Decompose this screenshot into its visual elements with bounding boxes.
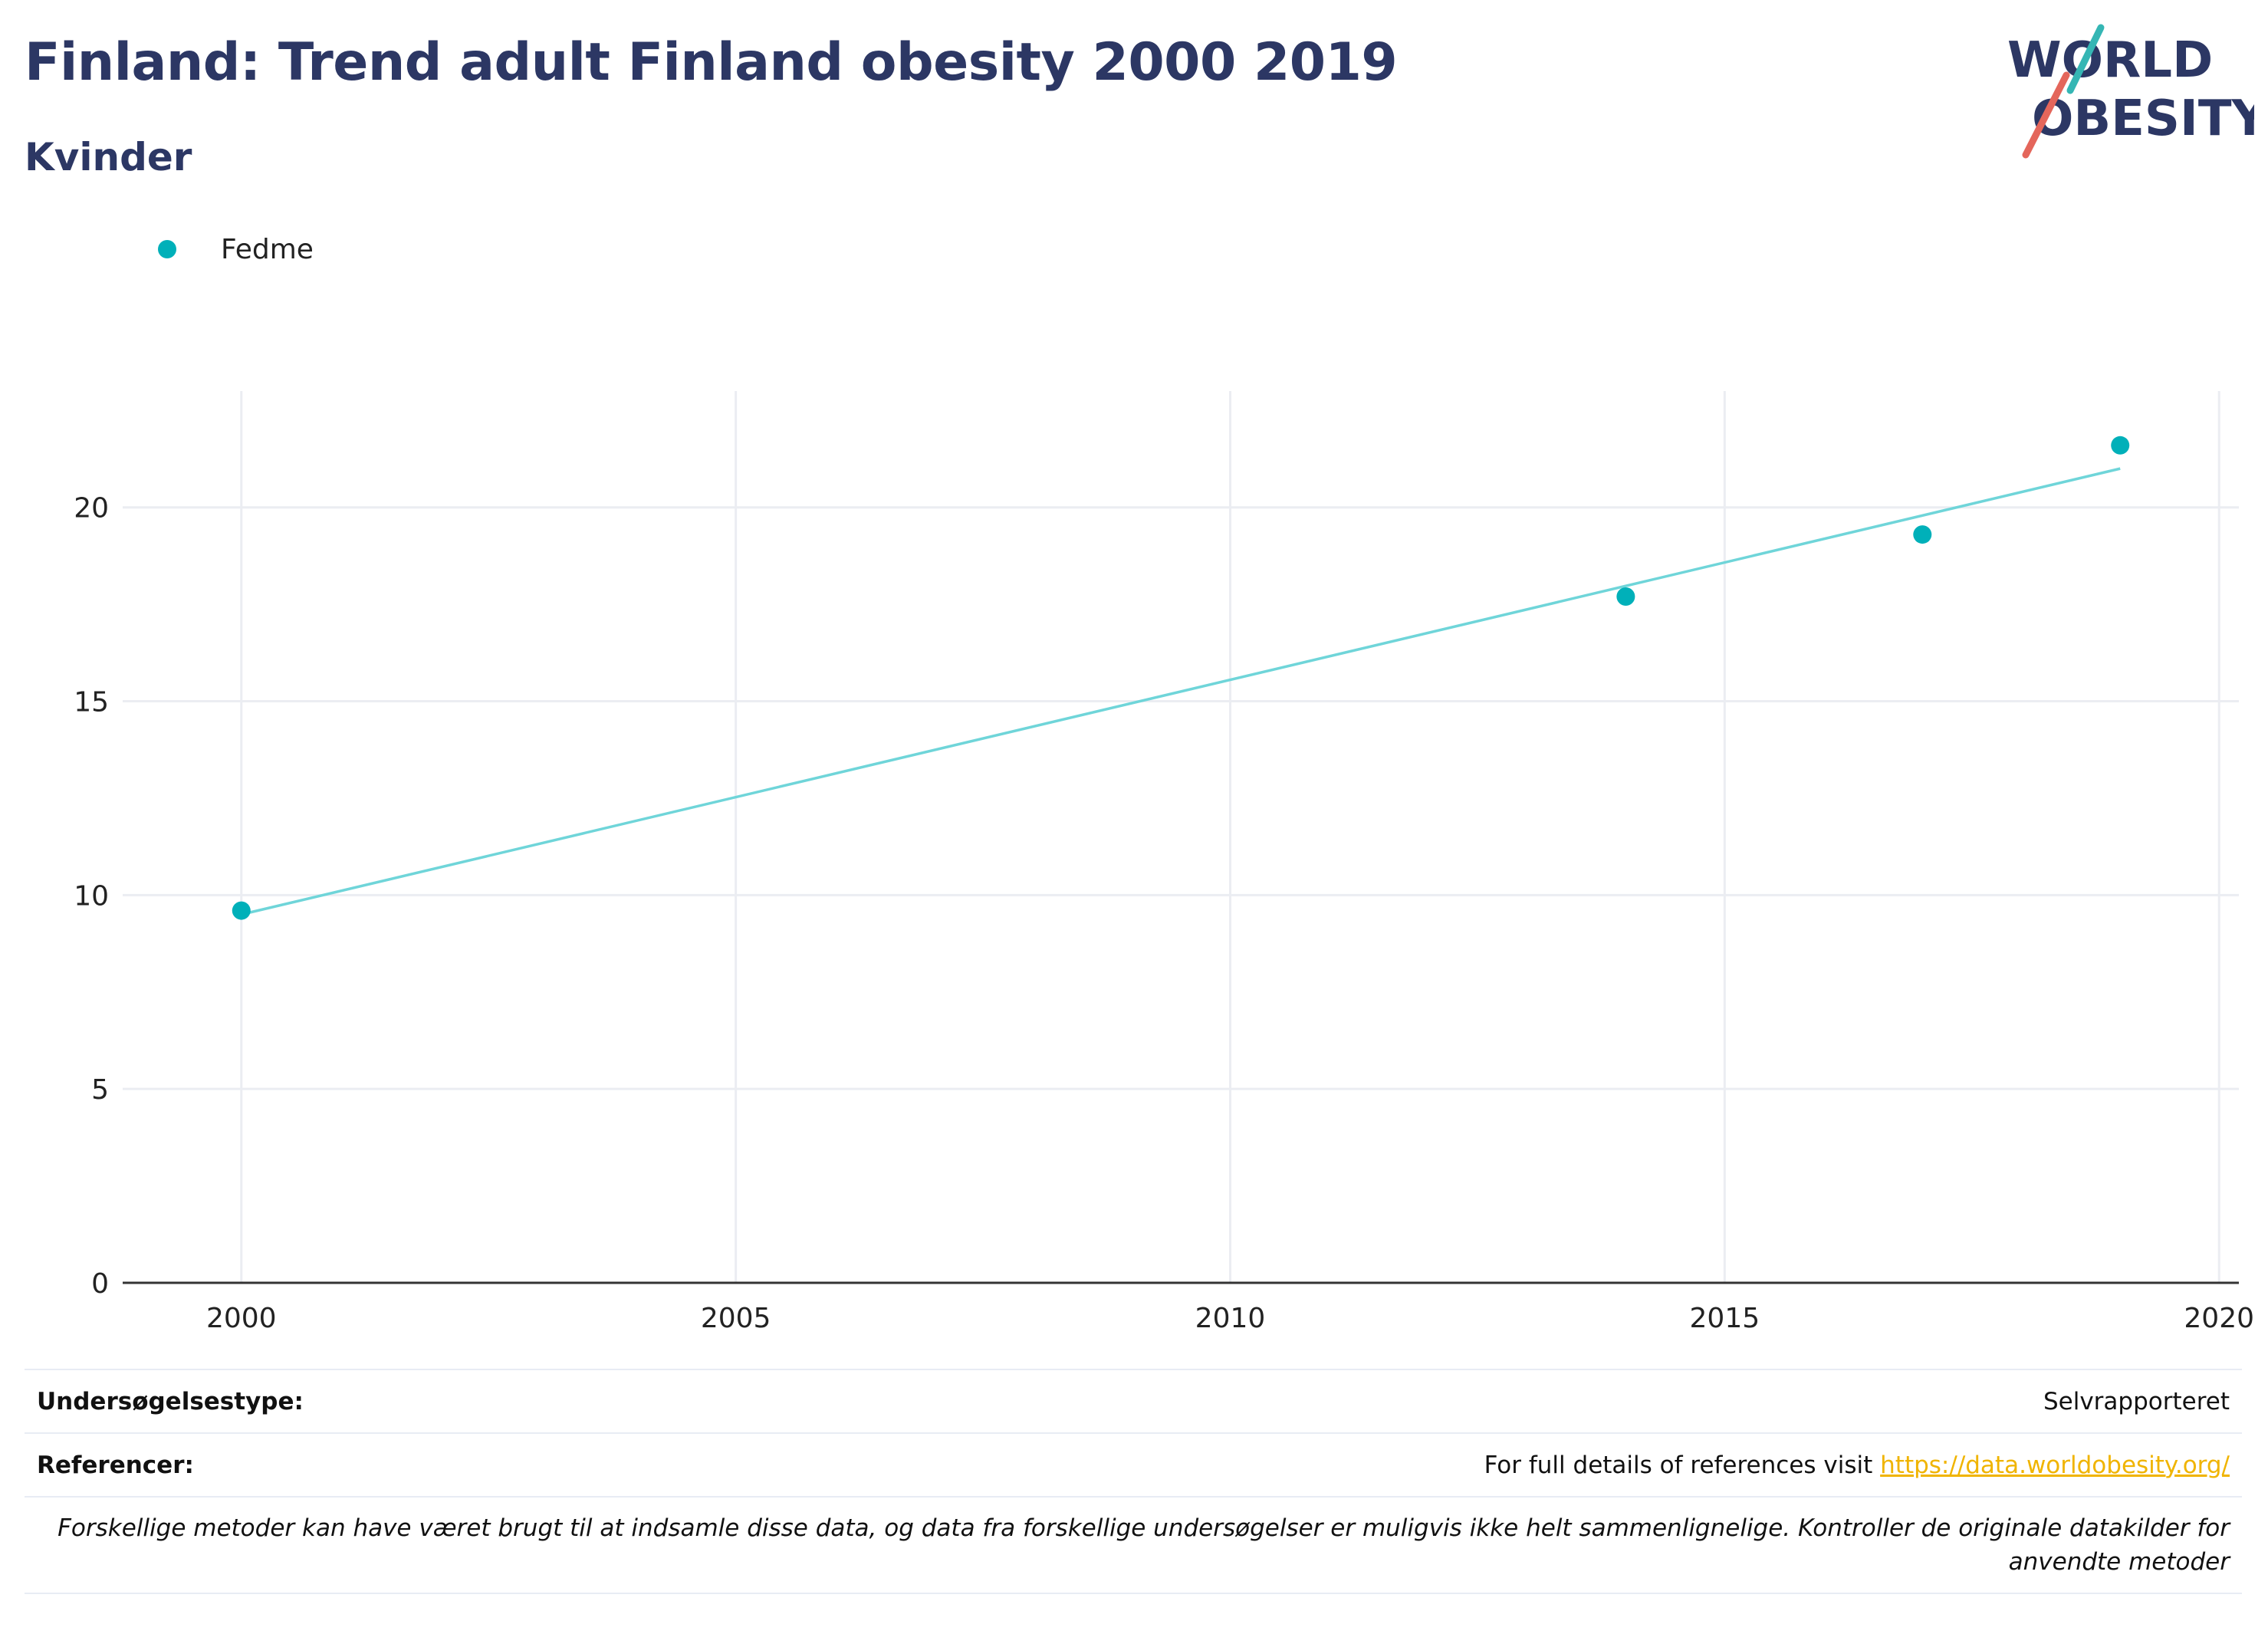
- x-tick-label: 2015: [1690, 1303, 1760, 1334]
- disclaimer-text: Forskellige metoder kan have været brugt…: [58, 1514, 2230, 1576]
- references-value: For full details of references visit htt…: [1484, 1452, 2230, 1479]
- scatter-chart: 2000 2005 2010 2015 2020 0 5 10 15 20: [74, 391, 2254, 1334]
- legend-label: Fedme: [221, 233, 314, 265]
- y-tick-label: 10: [74, 880, 109, 912]
- trend-line: [241, 467, 2121, 916]
- logo-slash-teal: [2066, 24, 2105, 94]
- survey-type-label: Undersøgelsestype:: [37, 1387, 304, 1415]
- data-point[interactable]: [1616, 587, 1635, 606]
- y-tick-label: 0: [91, 1268, 109, 1300]
- legend-marker: [158, 240, 176, 258]
- y-axis-ticks: 0 5 10 15 20: [74, 493, 109, 1300]
- references-text: For full details of references visit: [1484, 1451, 1881, 1479]
- data-points: [232, 436, 2130, 920]
- x-tick-label: 2005: [701, 1303, 771, 1334]
- logo-text-obesity: OBESITY: [2032, 90, 2254, 147]
- logo-slash-red: [2022, 71, 2070, 159]
- y-tick-label: 20: [74, 493, 109, 524]
- page-subtitle: Kvinder: [25, 135, 192, 179]
- page-title: Finland: Trend adult Finland obesity 200…: [25, 32, 1398, 93]
- x-tick-label: 2020: [2184, 1303, 2254, 1334]
- logo-text-world: WORLD: [2007, 32, 2213, 89]
- survey-type-row: Undersøgelsestype: Selvrapporteret: [25, 1369, 2242, 1432]
- chart-legend: Fedme: [158, 230, 314, 268]
- trend-line-group: [241, 467, 2121, 916]
- survey-type-value: Selvrapporteret: [2043, 1387, 2230, 1415]
- chart-footer: Undersøgelsestype: Selvrapporteret Refer…: [25, 1369, 2242, 1594]
- chart-grid: [123, 391, 2239, 1284]
- y-tick-label: 15: [74, 687, 109, 718]
- x-tick-label: 2010: [1195, 1303, 1266, 1334]
- world-obesity-logo: WORLD OBESITY: [2007, 24, 2254, 159]
- data-point[interactable]: [1913, 525, 1932, 544]
- references-row: Referencer: For full details of referenc…: [25, 1432, 2242, 1496]
- y-tick-label: 5: [91, 1074, 109, 1106]
- references-link[interactable]: https://data.worldobesity.org/: [1880, 1451, 2230, 1479]
- data-point[interactable]: [232, 901, 251, 920]
- references-label: Referencer:: [37, 1451, 194, 1479]
- data-point[interactable]: [2111, 436, 2130, 455]
- disclaimer-row: Forskellige metoder kan have været brugt…: [25, 1496, 2242, 1594]
- x-tick-label: 2000: [206, 1303, 277, 1334]
- x-axis-ticks: 2000 2005 2010 2015 2020: [206, 1303, 2254, 1334]
